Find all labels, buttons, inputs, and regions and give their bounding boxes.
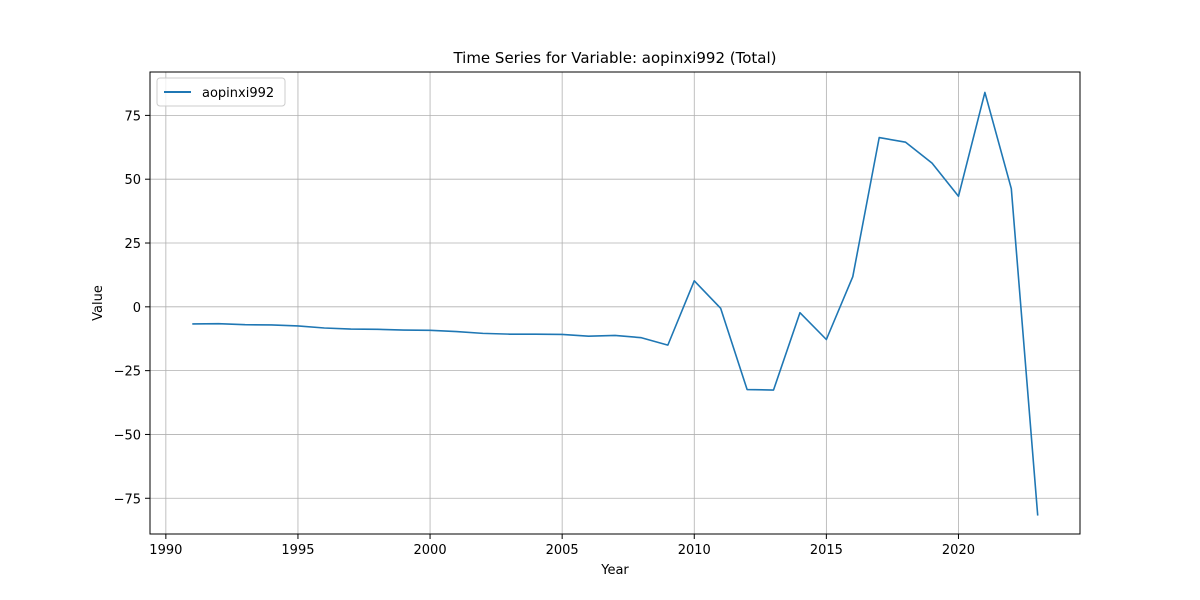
y-tick-label--75: −75: [114, 492, 141, 507]
y-tick-label--50: −50: [114, 428, 141, 443]
x-tick-label-2005: 2005: [546, 543, 579, 558]
y-tick-label-50: 50: [124, 173, 141, 188]
x-tick-label-2015: 2015: [810, 543, 843, 558]
y-tick-label--25: −25: [114, 365, 141, 380]
series-layer: [192, 91, 1039, 516]
legend-box: [156, 77, 286, 107]
grid: [150, 72, 1080, 534]
y-tick-label-75: 75: [124, 109, 141, 124]
y-axis: 75 50 25 0 −25 −50 −75: [114, 109, 150, 507]
x-tick-label-1990: 1990: [149, 543, 182, 558]
x-axis-label: Year: [600, 563, 629, 578]
plot-area-frame: [149, 71, 1081, 535]
series-line-aopinxi992: [192, 91, 1039, 516]
chart-title: Time Series for Variable: aopinxi992 (To…: [452, 49, 776, 67]
x-tick-label-2000: 2000: [414, 543, 447, 558]
x-axis: 1990 1995 2000 2005 2010 2015 2020: [149, 534, 975, 558]
legend: aopinxi992: [156, 77, 286, 107]
x-tick-label-1995: 1995: [281, 543, 314, 558]
x-tick-label-2020: 2020: [942, 543, 975, 558]
y-tick-label-25: 25: [124, 237, 141, 252]
x-tick-label-2010: 2010: [678, 543, 711, 558]
y-tick-label-0: 0: [133, 301, 141, 316]
y-axis-label: Value: [91, 285, 106, 321]
legend-label-aopinxi992: aopinxi992: [202, 86, 274, 101]
